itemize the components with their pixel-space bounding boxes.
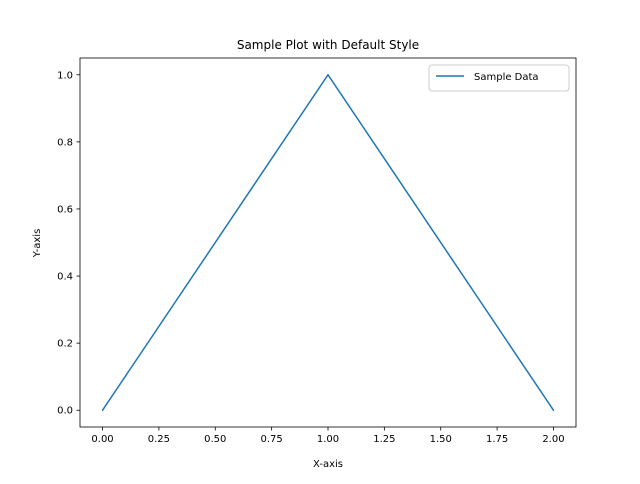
y-axis-ticks: 0.0 0.2 0.4 0.6 0.8 1.0 xyxy=(57,70,80,417)
legend-box xyxy=(428,64,570,92)
x-tick-label: 2.00 xyxy=(542,434,564,445)
x-tick-label: 1.00 xyxy=(317,434,339,445)
y-tick-label: 0.0 xyxy=(57,406,73,417)
data-point xyxy=(552,409,555,411)
x-tick-label: 0.50 xyxy=(204,434,226,445)
x-tick-label: 0.25 xyxy=(148,434,170,445)
y-axis-label: Y-axis xyxy=(32,229,43,259)
x-axis-label: X-axis xyxy=(313,459,343,470)
y-tick-label: 0.4 xyxy=(57,272,73,283)
y-tick-label: 1.0 xyxy=(57,70,73,81)
x-tick-label: 1.75 xyxy=(486,434,508,445)
legend: Sample Data xyxy=(428,64,570,92)
y-tick-label: 0.8 xyxy=(57,137,73,148)
x-tick-label: 0.00 xyxy=(91,434,113,445)
data-point xyxy=(101,409,104,411)
chart-title: Sample Plot with Default Style xyxy=(237,38,419,52)
y-tick-label: 0.6 xyxy=(57,204,73,215)
series-layer xyxy=(101,74,555,411)
legend-label: Sample Data xyxy=(474,72,539,83)
x-tick-label: 1.50 xyxy=(430,434,452,445)
data-point xyxy=(327,74,329,76)
x-tick-label: 1.25 xyxy=(373,434,395,445)
x-axis-ticks: 0.00 0.25 0.50 0.75 1.00 1.25 1.50 1.75 2.00 xyxy=(91,427,565,445)
y-tick-label: 0.2 xyxy=(57,339,73,350)
x-tick-label: 0.75 xyxy=(261,434,283,445)
